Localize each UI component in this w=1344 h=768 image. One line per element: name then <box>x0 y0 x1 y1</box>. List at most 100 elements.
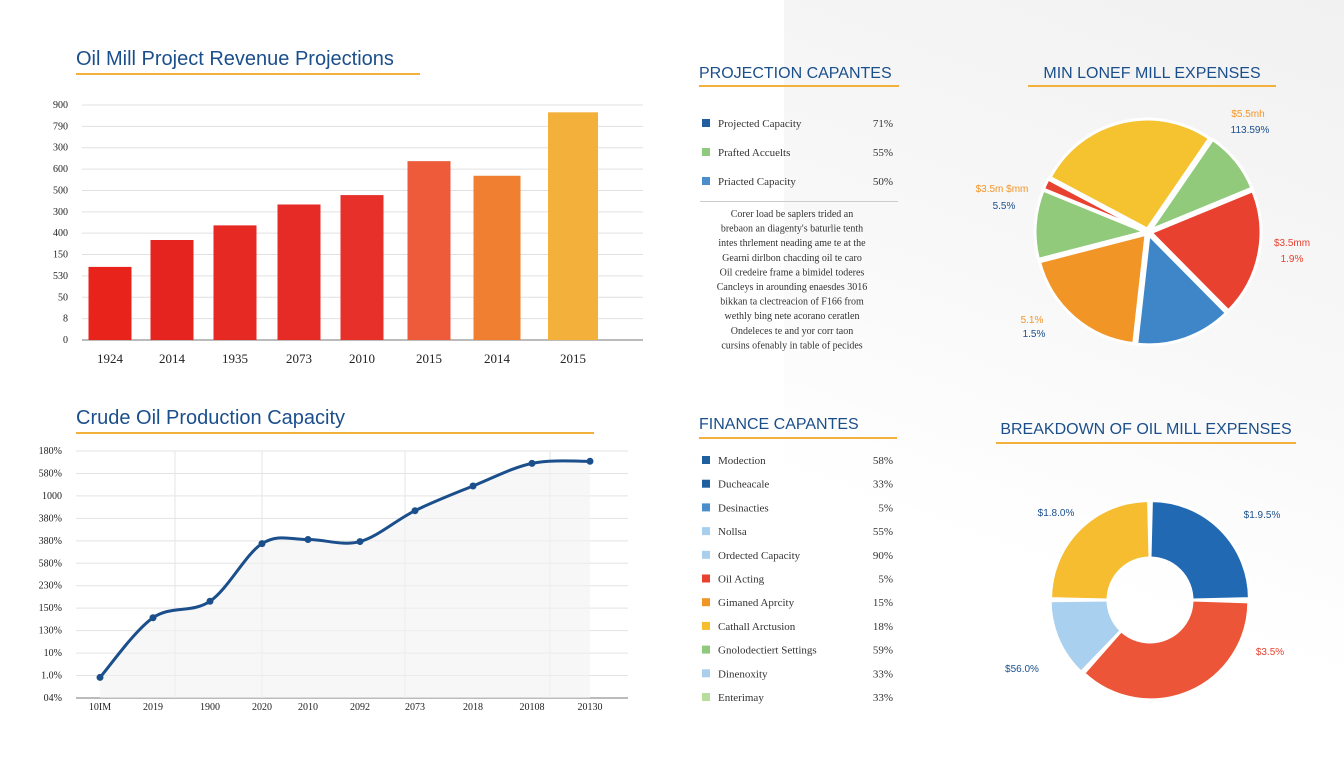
bar-y-tick: 50 <box>58 292 68 303</box>
paragraph-line: Cancleys in arounding enaesdes 3016 <box>717 282 868 293</box>
line-x-tick: 2020 <box>252 702 272 713</box>
bottom-donut-chart: $1.8.0% $1.9.5% $3.5% $56.0% <box>1005 499 1284 702</box>
line-point-0 <box>96 673 104 681</box>
finance-legend-swatch <box>702 645 710 654</box>
finance-legend-label: Nollsa <box>718 526 747 538</box>
finance-legend-label: Ordected Capacity <box>718 550 801 562</box>
line-point-4 <box>304 536 312 544</box>
bar-y-tick: 530 <box>53 271 68 282</box>
projection-legend-swatch <box>702 177 710 185</box>
finance-legend-value: 18% <box>873 621 893 633</box>
line-x-tick: 2018 <box>463 702 483 713</box>
line-y-tick: 1000 <box>42 491 62 502</box>
line-y-tick: 230% <box>39 581 62 592</box>
projection-legend-label: Prafted Accuelts <box>718 147 790 159</box>
pie-slice-3 <box>1049 499 1152 602</box>
finance-legend-swatch <box>702 669 710 678</box>
bottom-pie-title-underline <box>996 442 1296 444</box>
pie-label: $3.5m $mm <box>976 184 1029 195</box>
pie-label: $1.8.0% <box>1038 508 1075 519</box>
finance-legend-label: Oil Acting <box>718 574 765 586</box>
line-y-tick: 150% <box>39 603 62 614</box>
finance-legend-value: 58% <box>873 455 893 467</box>
finance-legend-swatch <box>702 456 710 464</box>
finance-legend-label: Dinenoxity <box>718 668 768 680</box>
paragraph-line: Oil credeire frame a bimidel toderes <box>720 267 865 278</box>
pie-slice-6 <box>1041 177 1146 233</box>
paragraph-line: cursins ofenably in table of pecides <box>721 340 862 351</box>
finance-legend-label: Desinacties <box>718 502 769 514</box>
finance-legend-value: 5% <box>878 502 893 514</box>
top-pie-chart: $5.5mh 113.59% $3.5mm 1.9% 5.1% 1.5% $3.5m $mm… <box>976 109 1310 347</box>
bar-y-tick: 600 <box>53 164 68 175</box>
projection-legend-label: Priacted Capacity <box>718 176 796 188</box>
revenue-chart-title: Oil Mill Project Revenue Projections <box>76 48 394 70</box>
projection-title-underline <box>699 85 899 87</box>
capacity-chart-title: Crude Oil Production Capacity <box>76 407 345 429</box>
finance-legend-value: 33% <box>873 692 893 704</box>
bar-y-tick: 8 <box>63 314 68 325</box>
line-x-tick: 20130 <box>578 702 603 713</box>
line-y-tick: 380% <box>39 536 62 547</box>
line-y-tick: 1.0% <box>41 671 62 682</box>
line-series <box>98 459 591 679</box>
bar-y-tick: 500 <box>53 185 68 196</box>
finance-legend-label: Enterimay <box>718 692 764 704</box>
finance-legend-swatch <box>702 527 710 536</box>
bar-y-tick: 0 <box>63 335 68 346</box>
revenue-title-underline <box>76 73 420 75</box>
paragraph-line: intes thrlement neading ame te at the <box>718 238 866 249</box>
finance-legend-label: Gnolodectiert Settings <box>718 645 817 657</box>
paragraph-line: Corer load be saplers trided an <box>731 209 853 220</box>
bar-6 <box>473 175 521 340</box>
line-y-tick: 130% <box>39 626 62 637</box>
finance-legend-value: 59% <box>873 645 893 657</box>
line-x-tick: 2092 <box>350 702 370 713</box>
projection-legend: Projected Capacity 71% Prafted Accuelts 55%… <box>702 118 893 188</box>
finance-legend-value: 5% <box>878 574 893 586</box>
bar-x-tick: 2014 <box>159 351 186 366</box>
pie-label: $56.0% <box>1005 664 1039 675</box>
pie-slice-3 <box>1135 231 1229 347</box>
projection-divider <box>700 201 898 202</box>
line-x-tick: 20108 <box>520 702 545 713</box>
bar-y-tick: 150 <box>53 250 68 261</box>
pie-slice-2 <box>1048 598 1124 675</box>
line-y-tick: 04% <box>44 693 62 704</box>
projection-legend-value: 50% <box>873 176 893 188</box>
projection-legend-swatch <box>702 119 710 127</box>
finance-legend: Modection 58% Ducheacale 33% Desinacties 5% No… <box>702 455 893 704</box>
revenue-bar-chart: 900 790 300 600 500 300 400 150 530 50 8 0 1924 2014 1… <box>53 100 643 366</box>
finance-legend-value: 33% <box>873 668 893 680</box>
pie-label: 1.9% <box>1281 254 1304 265</box>
projection-legend-value: 71% <box>873 118 893 130</box>
projection-legend-value: 55% <box>873 147 893 159</box>
line-x-tick: 2019 <box>143 702 163 713</box>
finance-legend-label: Modection <box>718 455 766 467</box>
finance-legend-swatch <box>702 693 710 701</box>
top-pie-title-underline <box>1028 85 1276 87</box>
bar-y-tick: 400 <box>53 228 68 239</box>
projection-legend-swatch <box>702 148 710 156</box>
pie-label: 113.59% <box>1231 125 1270 136</box>
bar-x-tick: 2015 <box>416 351 442 366</box>
line-x-tick: 2073 <box>405 702 425 713</box>
projection-paragraph: Corer load be saplers trided an brebaon a… <box>717 209 868 351</box>
line-point-9 <box>586 457 594 465</box>
finance-legend-value: 33% <box>873 479 893 491</box>
line-point-5 <box>356 538 364 546</box>
finance-legend-swatch <box>702 550 710 559</box>
bar-5 <box>407 161 451 340</box>
line-y-tick: 380% <box>39 513 62 524</box>
pie-slice-4 <box>1037 232 1148 346</box>
line-point-6 <box>411 507 419 515</box>
line-x-tick: 2010 <box>298 702 318 713</box>
line-point-2 <box>206 597 214 605</box>
bar-y-tick: 300 <box>53 207 68 218</box>
finance-legend-value: 90% <box>873 550 893 562</box>
bar-x-tick: 2015 <box>560 351 586 366</box>
line-point-1 <box>149 614 157 622</box>
projection-legend-label: Projected Capacity <box>718 118 802 130</box>
line-point-7 <box>469 482 477 490</box>
